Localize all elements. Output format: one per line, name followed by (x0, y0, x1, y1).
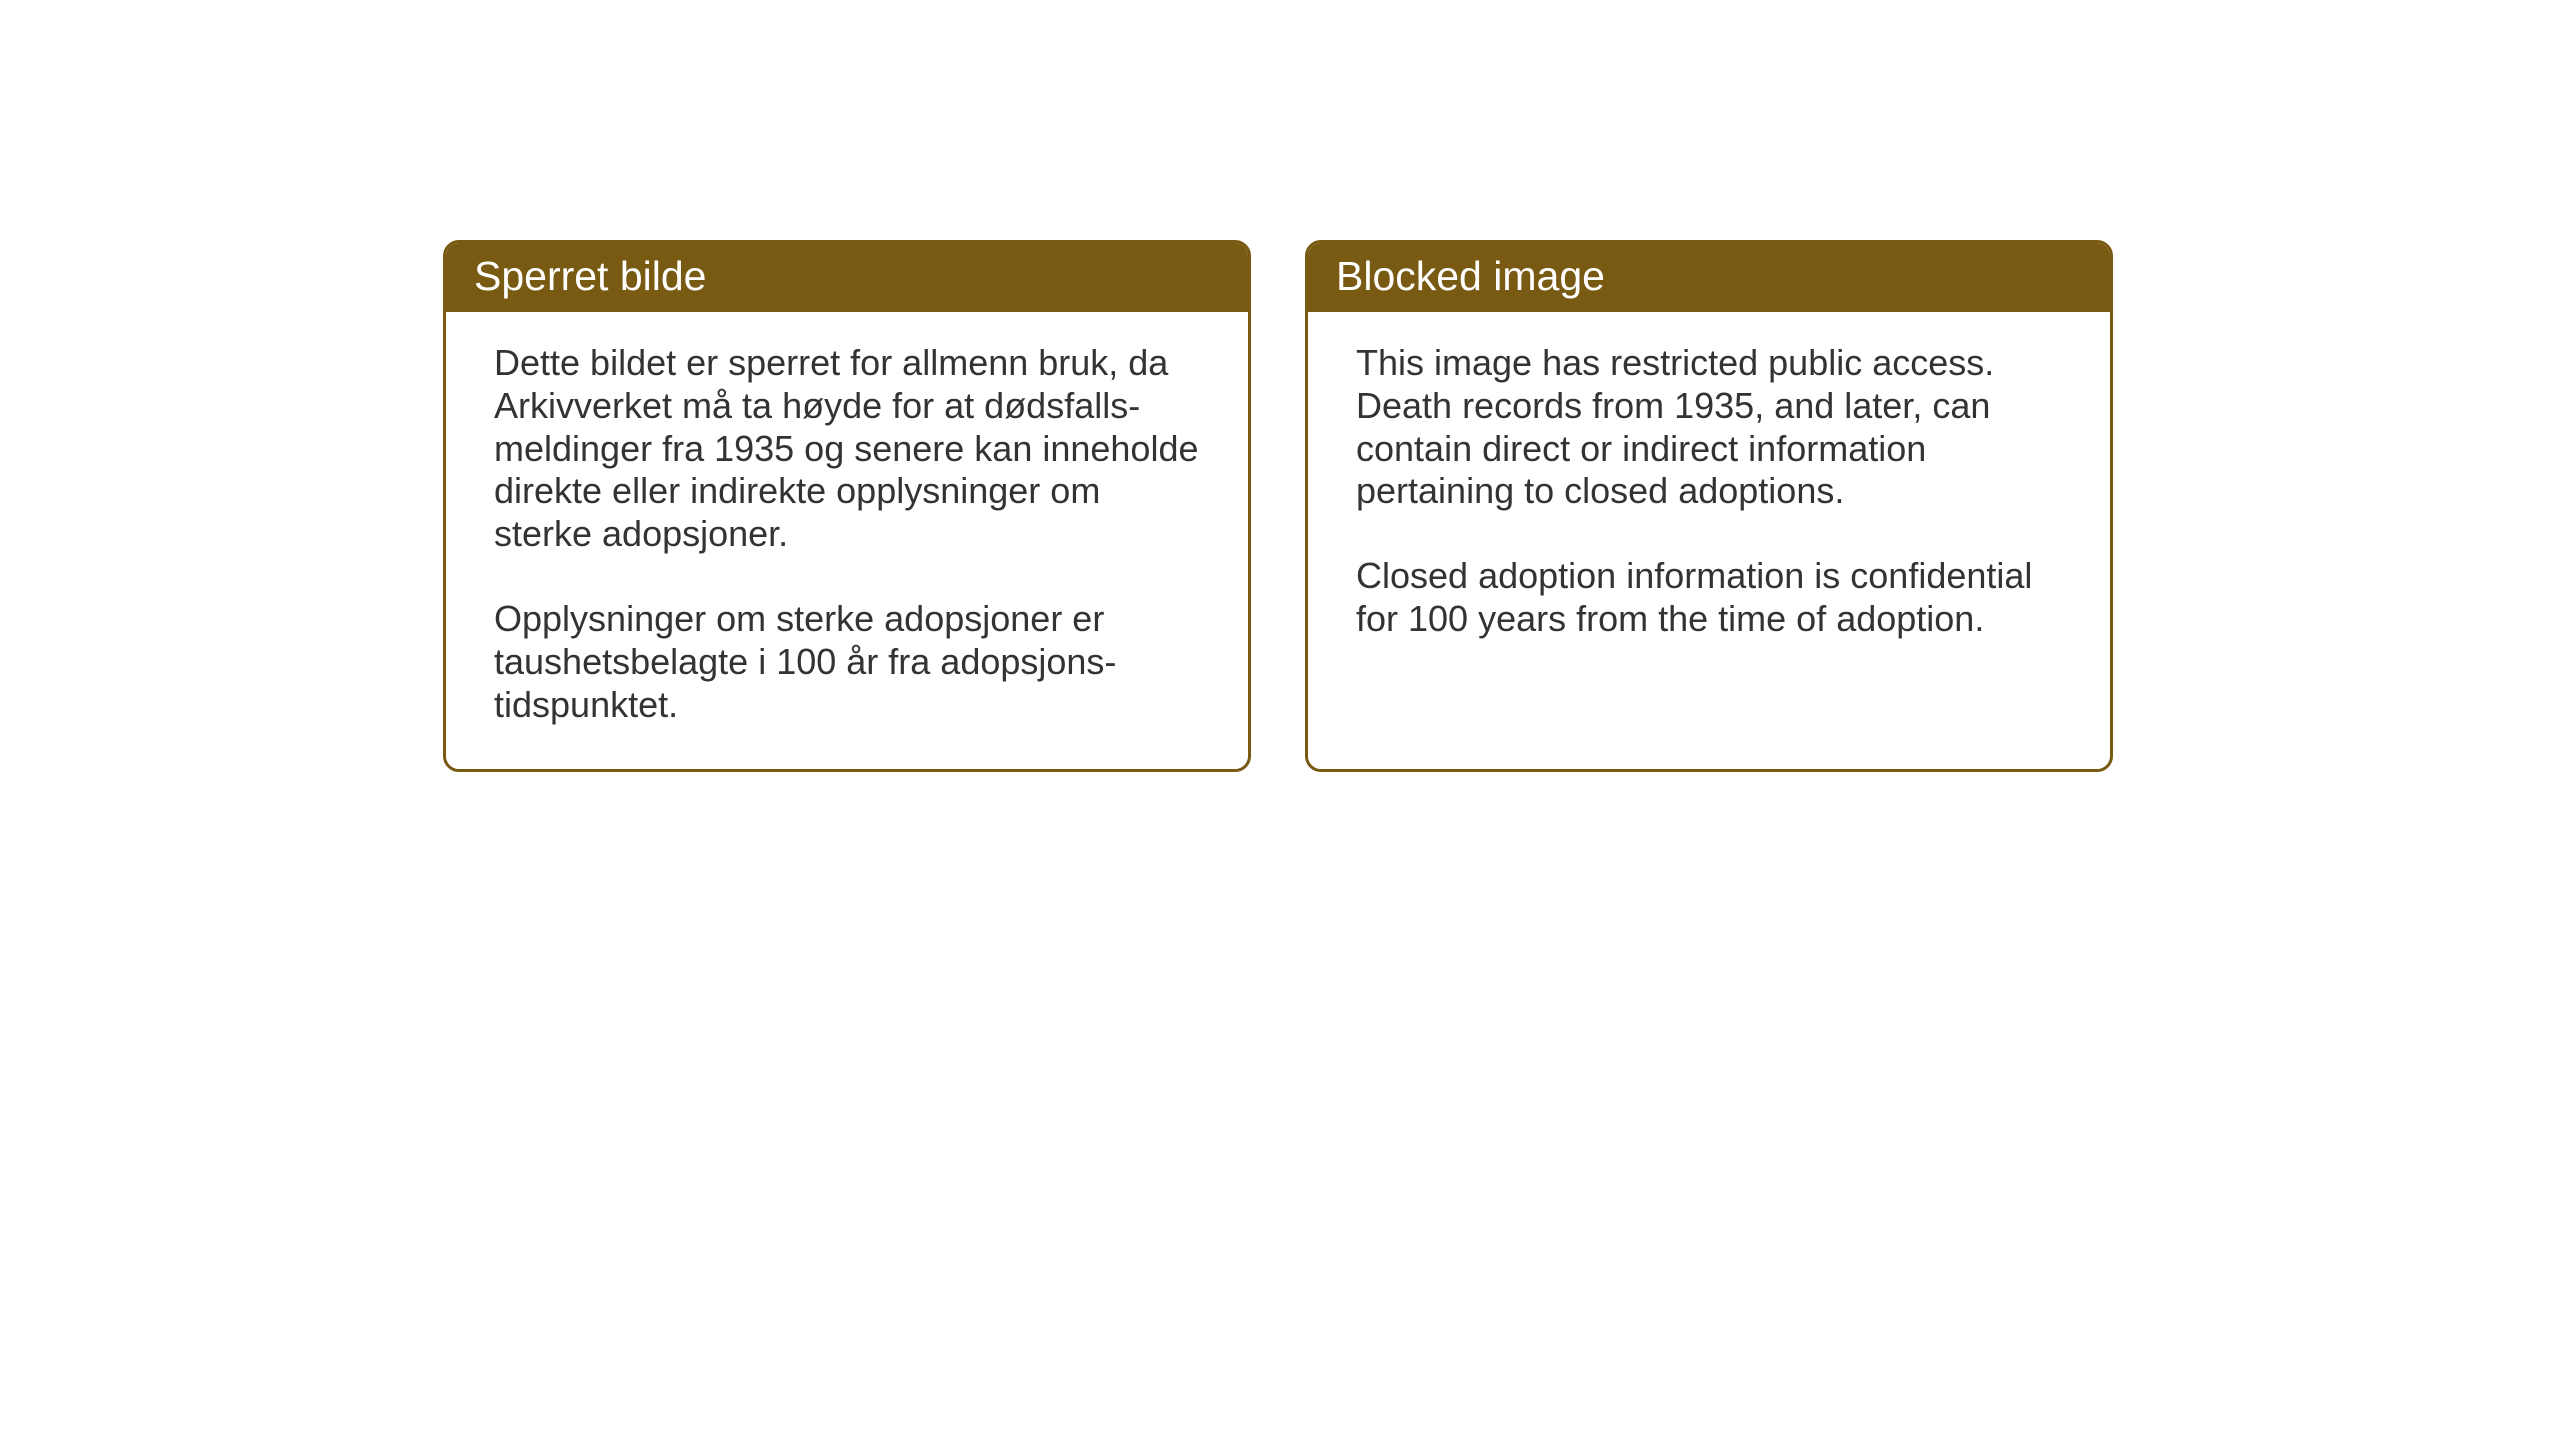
notice-paragraph: Dette bildet er sperret for allmenn bruk… (494, 342, 1200, 556)
notice-box-english: Blocked image This image has restricted … (1305, 240, 2113, 772)
notice-paragraph: Closed adoption information is confident… (1356, 555, 2062, 641)
notice-body-english: This image has restricted public access.… (1308, 312, 2110, 757)
notices-container: Sperret bilde Dette bildet er sperret fo… (443, 240, 2113, 772)
notice-header-norwegian: Sperret bilde (446, 243, 1248, 312)
notice-body-norwegian: Dette bildet er sperret for allmenn bruk… (446, 312, 1248, 769)
notice-paragraph: This image has restricted public access.… (1356, 342, 2062, 513)
notice-paragraph: Opplysninger om sterke adopsjoner er tau… (494, 598, 1200, 726)
notice-header-english: Blocked image (1308, 243, 2110, 312)
notice-box-norwegian: Sperret bilde Dette bildet er sperret fo… (443, 240, 1251, 772)
